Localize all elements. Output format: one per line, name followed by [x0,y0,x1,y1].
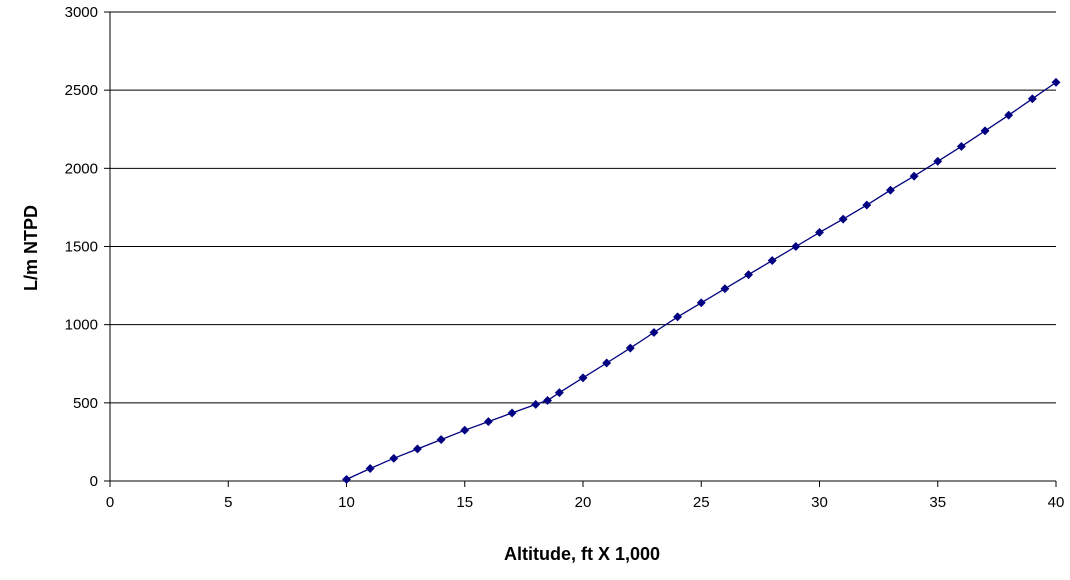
data-point-marker [933,156,943,166]
data-point-marker [696,298,706,308]
data-point-marker [838,214,848,224]
x-tick-label: 10 [338,494,355,511]
x-tick-label: 30 [811,494,828,511]
data-point-marker [460,425,470,435]
x-tick-label: 15 [456,494,473,511]
y-tick-label: 2000 [65,160,98,177]
data-point-marker [767,256,777,266]
data-point-marker [956,141,966,152]
data-point-marker [1027,94,1037,104]
y-tick-label: 1500 [65,239,98,256]
tick-labels: 0 500 1000 1500 2000 2500 3000 0 5 10 15 20 25 30 35 40 [65,4,1065,511]
data-point-marker [1004,110,1014,120]
data-point-marker [507,408,517,418]
y-tick-label: 0 [90,473,98,490]
data-point-marker [412,444,423,454]
data-point-marker [791,241,801,252]
data-point-marker [554,388,564,398]
x-tick-label: 25 [693,494,710,511]
gridlines [110,11,1056,404]
y-tick-label: 500 [73,395,98,412]
y-tick-label: 2500 [65,82,98,99]
data-point-marker [483,417,493,427]
data-point-marker [365,463,375,474]
data-point-marker [885,185,896,195]
data-point-marker [625,343,635,353]
axes [104,11,1057,487]
data-point-marker [602,358,612,368]
data-point-marker [909,171,919,181]
series-layer [341,77,1061,484]
x-tick-label: 20 [575,494,592,511]
data-point-marker [389,453,399,463]
y-tick-label: 3000 [65,4,98,21]
data-point-marker [814,227,825,237]
data-point-marker [436,435,446,445]
y-tick-label: 1000 [65,317,98,334]
x-tick-label: 5 [224,494,232,511]
x-tick-label: 35 [929,494,946,511]
data-point-marker [720,284,730,294]
data-point-marker [743,270,754,280]
data-point-marker [980,126,990,136]
data-point-marker [673,312,683,322]
data-point-marker [531,399,541,409]
x-tick-label: 40 [1048,494,1065,511]
data-point-marker [341,474,352,484]
y-axis-title: L/m NTPD [21,205,41,291]
x-axis-title: Altitude, ft X 1,000 [504,544,660,564]
data-point-marker [542,395,553,406]
data-point-marker [1051,77,1061,87]
data-point-marker [649,327,659,338]
series-line [346,81,1057,480]
data-point-marker [862,200,872,210]
x-tick-label: 0 [106,494,114,511]
data-point-marker [578,373,588,383]
